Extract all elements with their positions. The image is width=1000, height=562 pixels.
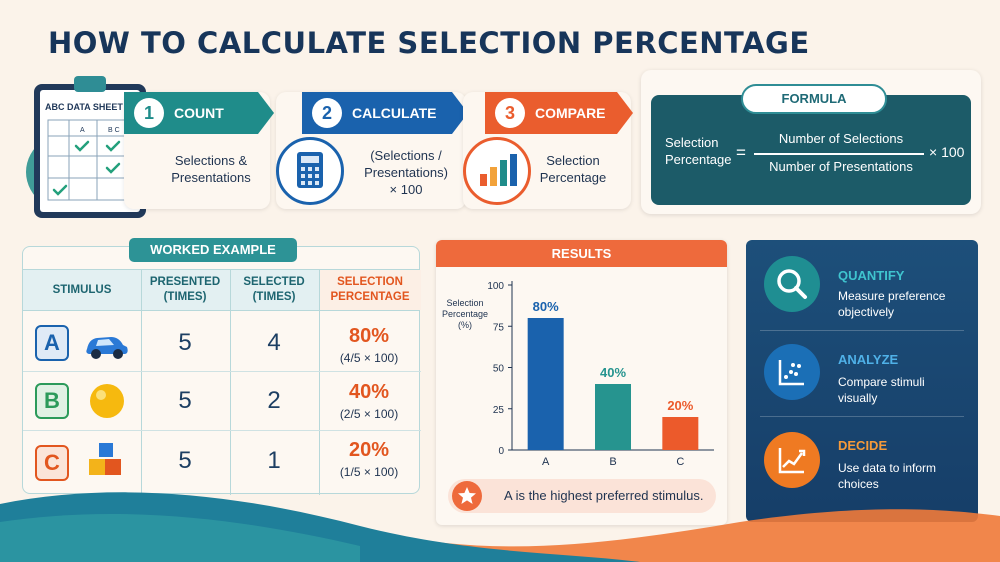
results-heading: RESULTS <box>436 240 727 267</box>
col-header-presented: PRESENTED (TIMES) <box>149 276 221 303</box>
clipboard-title: ABC DATA SHEET <box>45 102 123 112</box>
presented-count: 5 <box>178 329 192 356</box>
formula-equals: = <box>736 143 746 162</box>
magnifier-icon <box>764 256 820 312</box>
y-tick-label: 0 <box>498 446 504 457</box>
toy-car-icon <box>86 337 128 359</box>
table-header: STIMULUS PRESENTED (TIMES) SELECTED (TIM… <box>23 269 421 311</box>
bar-A <box>527 318 564 450</box>
percentage-calculation: (1/5 × 100) <box>339 465 399 479</box>
ball-icon <box>90 384 124 418</box>
formula-multiplier: × 100 <box>929 144 965 160</box>
step-number: 1 <box>134 98 164 128</box>
worked-example-heading: WORKED EXAMPLE <box>129 238 297 262</box>
formula-numerator: Number of Selections <box>778 131 904 146</box>
star-icon <box>452 481 482 511</box>
step-calculate: 2 CALCULATE (Selections / Presentations)… <box>276 92 466 209</box>
y-tick-label: 100 <box>487 281 504 292</box>
selection-percentage: 80% <box>348 325 390 347</box>
step-title: CALCULATE <box>352 105 437 121</box>
benefit-description: Use data to inform choices <box>838 461 937 491</box>
formula-card: Selection Percentage = Number of Selecti… <box>641 70 981 214</box>
percentage-calculation: (2/5 × 100) <box>339 407 399 421</box>
col-header-percentage: SELECTION PERCENTAGE <box>319 270 421 310</box>
data-label: 80% <box>533 299 559 314</box>
x-tick-label: A <box>542 456 550 468</box>
y-tick-label: 50 <box>493 364 505 375</box>
step-number: 3 <box>495 98 525 128</box>
scatter-chart-icon <box>764 344 820 400</box>
selection-percentage: 40% <box>348 381 390 403</box>
page-title: HOW TO CALCULATE SELECTION PERCENTAGE <box>48 26 810 60</box>
selected-count: 2 <box>267 387 281 414</box>
clipboard-col-bc: B C <box>108 127 120 134</box>
step-number: 2 <box>312 98 342 128</box>
clipboard-col-a: A <box>80 127 85 134</box>
step-description: Selections & Presentations <box>171 153 251 185</box>
selected-count: 4 <box>267 329 281 356</box>
benefit-title: DECIDE <box>838 438 888 453</box>
y-tick-label: 25 <box>493 405 505 416</box>
formula-panel: Selection Percentage = Number of Selecti… <box>651 95 971 205</box>
results-card: RESULTS Selection Percentage (%) 0 25 50 75… <box>436 240 727 525</box>
benefit-description: Measure preference objectively <box>838 289 946 319</box>
step-title: COUNT <box>174 105 224 121</box>
benefit-title: ANALYZE <box>838 352 899 367</box>
step-description: Selection Percentage <box>539 153 607 185</box>
bar-C <box>662 417 699 450</box>
stimulus-letter: A <box>35 325 69 361</box>
col-header-selected: SELECTED (TIMES) <box>243 276 305 303</box>
decorative-wave <box>0 492 1000 562</box>
y-tick-label: 75 <box>493 322 505 333</box>
selection-percentage: 20% <box>348 439 390 461</box>
selected-count: 1 <box>267 447 281 474</box>
trend-chart-icon <box>764 432 820 488</box>
blocks-icon <box>89 443 121 475</box>
data-label: 40% <box>600 365 626 380</box>
benefit-title: QUANTIFY <box>838 268 905 283</box>
benefit-description: Compare stimuli visually <box>838 375 925 405</box>
x-tick-label: C <box>676 456 684 468</box>
results-note-text: A is the highest preferred stimulus. <box>504 488 704 503</box>
stimulus-letter: C <box>35 445 69 481</box>
formula-lhs: Selection Percentage <box>665 135 732 167</box>
formula-denominator: Number of Presentations <box>769 159 913 174</box>
step-title: COMPARE <box>535 105 606 121</box>
step-count: 1 COUNT Selections & Presentations <box>124 92 270 209</box>
step-description: (Selections / Presentations) × 100 <box>364 148 448 197</box>
stimulus-letter: B <box>35 383 69 419</box>
bar-chart-icon <box>463 137 531 205</box>
y-axis-label: Selection Percentage (%) <box>442 298 489 330</box>
results-note: A is the highest preferred stimulus. <box>448 479 716 513</box>
worked-example-table: WORKED EXAMPLE STIMULUS PRESENTED (TIMES… <box>22 238 421 495</box>
benefits-panel: QUANTIFY Measure preference objectively … <box>746 240 978 522</box>
col-header-stimulus: STIMULUS <box>52 284 112 296</box>
results-bar-chart: 0 25 50 75 100 80% A 40% B 20% C <box>487 281 714 468</box>
calculator-icon <box>276 137 344 205</box>
data-label: 20% <box>667 398 693 413</box>
presented-count: 5 <box>178 447 192 474</box>
formula-heading: FORMULA <box>741 84 887 114</box>
bar-B <box>595 384 631 450</box>
percentage-calculation: (4/5 × 100) <box>339 351 399 365</box>
step-compare: 3 COMPARE Selection Percentage <box>463 92 631 209</box>
fraction-bar <box>754 153 924 155</box>
x-tick-label: B <box>609 456 616 468</box>
clipboard-icon: ABC DATA SHEET A B C <box>26 76 146 218</box>
presented-count: 5 <box>178 387 192 414</box>
